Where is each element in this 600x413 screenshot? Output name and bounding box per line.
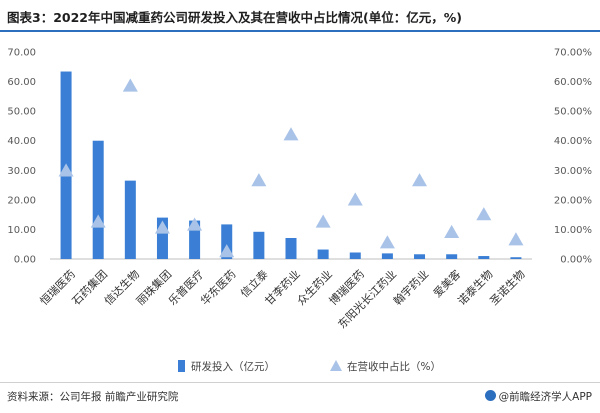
category-label: 翰宇药业 [390,267,431,308]
ratio-triangle [187,217,203,231]
bar [478,256,490,259]
legend-triangle-swatch [330,360,342,371]
bar [510,257,522,259]
ratio-triangle [315,214,331,228]
ratio-triangle [283,127,299,141]
ratio-triangle [379,235,395,249]
y-right-tick-label: 20.00% [554,195,592,206]
y-right-tick-label: 70.00% [554,48,592,59]
y-left-tick-label: 30.00 [7,166,36,177]
y-left-tick-label: 20.00 [7,195,36,206]
y-left-tick-label: 40.00 [7,136,36,147]
ratio-triangle [219,244,235,258]
legend-bar-label: 研发投入（亿元） [191,360,275,373]
y-right-tick-label: 60.00% [554,77,592,88]
bar [221,224,233,259]
brand-credit: @前瞻经济学人APP [484,389,592,404]
category-label: 圣诺生物 [487,267,528,308]
footer-divider [0,382,600,383]
bar [446,254,458,259]
y-left-tick-label: 10.00 [7,225,36,236]
category-label: 华东医药 [197,267,238,308]
y-right-tick-label: 10.00% [554,225,592,236]
brand-text: @前瞻经济学人APP [498,391,592,403]
y-right-tick-label: 50.00% [554,107,592,118]
y-left-tick-label: 50.00 [7,107,36,118]
bar [253,231,265,259]
bar [414,254,426,259]
bar [317,249,329,259]
chart-title: 图表3：2022年中国减重药公司研发投入及其在营收中占比情况(单位：亿元，%) [7,10,462,25]
ratio-triangle [508,232,524,246]
ratio-triangle [122,78,138,92]
bar [92,140,104,259]
bar [124,180,136,259]
title-bar: 图表3：2022年中国减重药公司研发投入及其在营收中占比情况(单位：亿元，%) [0,0,600,30]
brand-logo-icon [484,390,496,401]
legend-bar-swatch [178,360,185,372]
ratio-triangle [90,214,106,228]
ratio-triangle [476,207,492,221]
title-divider [0,30,600,32]
y-left-tick-label: 0.00 [14,255,36,266]
y-left-tick-label: 60.00 [7,77,36,88]
ratio-triangle [412,173,428,187]
legend-triangle-label: 在营收中占比（%） [347,360,441,373]
source-note: 资料来源：公司年报 前瞻产业研究院 [7,391,179,403]
ratio-triangle [58,163,74,177]
y-right-tick-label: 0.00% [560,255,592,266]
ratio-triangle [251,173,267,187]
bar [156,217,168,259]
bar [381,253,393,259]
bar-chart: 0.00 10.00 20.00 30.00 40.00 50.00 60.00 70.00 0… [7,48,592,374]
bar [285,238,297,259]
y-right-tick-label: 40.00% [554,136,592,147]
bar [349,252,361,259]
ratio-triangle [347,192,363,206]
y-left-tick-label: 70.00 [7,48,36,59]
ratio-triangle [154,220,170,234]
y-right-tick-label: 30.00% [554,166,592,177]
ratio-triangle [444,224,460,239]
bar [189,220,201,259]
